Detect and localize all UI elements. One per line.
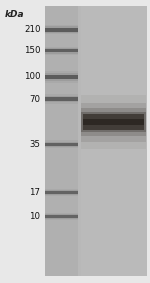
Bar xyxy=(45,214,78,219)
Bar xyxy=(45,188,78,196)
Text: 17: 17 xyxy=(30,188,40,197)
Bar xyxy=(45,6,78,276)
Text: 10: 10 xyxy=(30,212,40,221)
Bar xyxy=(45,47,78,55)
Bar xyxy=(45,75,78,79)
Bar xyxy=(45,48,78,54)
Bar xyxy=(45,143,78,146)
Bar xyxy=(81,95,146,149)
Bar xyxy=(45,71,78,83)
Bar xyxy=(45,96,78,102)
Text: 150: 150 xyxy=(24,46,40,55)
Bar xyxy=(45,190,78,195)
Bar xyxy=(45,26,78,33)
Text: 100: 100 xyxy=(24,72,40,82)
Text: 70: 70 xyxy=(30,95,40,104)
Bar xyxy=(45,213,78,220)
Bar xyxy=(45,142,78,147)
Bar xyxy=(45,140,78,148)
Text: 210: 210 xyxy=(24,25,40,34)
Bar xyxy=(45,215,78,218)
Bar xyxy=(45,49,78,53)
Bar xyxy=(82,119,144,125)
Bar xyxy=(45,25,78,34)
Bar xyxy=(82,114,144,130)
Bar xyxy=(45,97,78,101)
Bar xyxy=(81,112,146,132)
Bar xyxy=(81,108,146,136)
Bar xyxy=(45,73,78,81)
Bar xyxy=(81,6,147,276)
Bar xyxy=(45,28,78,31)
Text: 35: 35 xyxy=(30,140,40,149)
Bar xyxy=(81,103,146,142)
Bar xyxy=(45,95,78,104)
Bar xyxy=(45,191,78,194)
Text: kDa: kDa xyxy=(4,10,24,19)
Bar xyxy=(45,6,147,276)
